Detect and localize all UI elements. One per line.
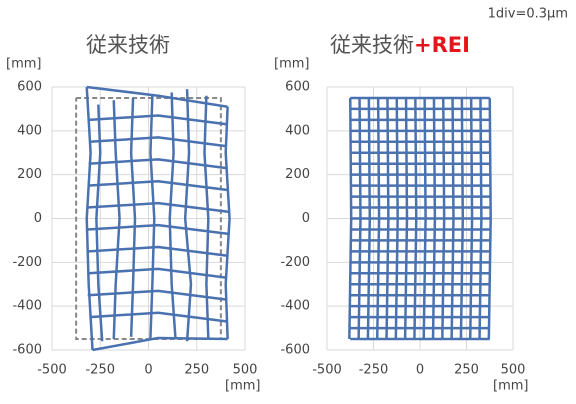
grid-trace [89,136,227,148]
grid-trace [87,289,227,301]
grid-trace [149,95,156,338]
grid-trace [168,92,177,340]
y-tick-label: -400 [280,299,310,314]
title-main: 従来技術 [330,33,414,57]
y-tick-label: 600 [285,80,310,95]
grid-trace [89,311,228,323]
x-tick-label: 250 [184,363,209,378]
y-tick-label: -600 [280,343,310,358]
y-axis-label: [mm] [6,57,41,72]
grid-trace [183,89,193,342]
y-tick-label: 400 [17,123,42,138]
grid-trace [92,336,228,352]
grid-trace [86,201,230,214]
x-tick-label: -250 [359,363,389,378]
x-tick-label: 0 [416,363,424,378]
grid-trace [88,158,227,170]
y-tick-label: -200 [280,255,310,270]
y-axis-label: [mm] [274,57,309,72]
grid-trace [129,97,137,337]
x-tick-label: -500 [37,363,67,378]
grid-trace [88,245,228,257]
y-tick-label: 200 [285,167,310,182]
x-tick-label: 0 [144,363,152,378]
y-tick-label: -400 [12,299,42,314]
scale-note: 1div=0.3μm [488,7,568,22]
x-axis-label: [mm] [225,379,260,394]
grid-trace [487,97,492,340]
grid-trace [86,85,228,108]
grid-trace [88,114,227,126]
x-axis-label: [mm] [493,379,528,394]
grid-trace [224,106,231,340]
y-tick-label: 200 [17,167,42,182]
grid-trace [203,95,210,340]
chart-title: 従来技術 [86,33,170,57]
x-tick-label: 250 [454,363,479,378]
grid-trace [87,179,228,192]
grid-trace [95,104,104,342]
y-tick-label: 0 [34,211,42,226]
grid-trace [88,267,227,279]
title-main: 従来技術 [86,33,170,57]
chart-title: 従来技術+REI [330,33,470,57]
x-tick-label: 500 [501,363,526,378]
grid-trace [112,100,121,340]
grid-trace [85,86,94,351]
grid-trace [87,223,229,236]
x-tick-label: -500 [312,363,342,378]
y-tick-label: -600 [12,343,42,358]
title-suffix: +REI [414,33,470,57]
y-tick-label: -200 [12,255,42,270]
y-tick-label: 400 [285,123,310,138]
y-tick-label: 600 [17,80,42,95]
x-tick-label: -250 [85,363,115,378]
x-tick-label: 500 [233,363,258,378]
y-tick-label: 0 [302,211,310,226]
